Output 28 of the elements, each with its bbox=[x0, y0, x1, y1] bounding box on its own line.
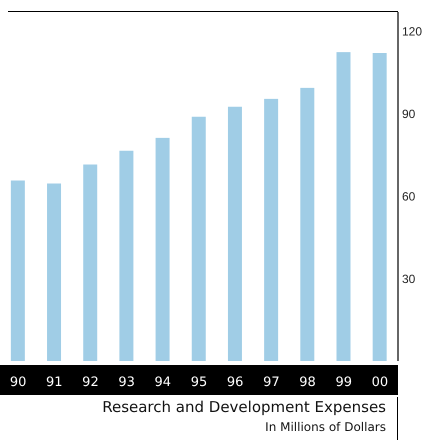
x-tick-label: 00 bbox=[372, 375, 388, 390]
bar bbox=[47, 183, 62, 361]
y-tick-label: 60 bbox=[402, 189, 416, 204]
x-tick-label: 92 bbox=[82, 375, 99, 390]
x-tick-label: 99 bbox=[335, 375, 352, 390]
bar bbox=[300, 88, 314, 361]
y-tick-label: 120 bbox=[402, 24, 422, 38]
y-tick-label: 30 bbox=[402, 272, 416, 286]
bar bbox=[192, 116, 206, 361]
bar bbox=[264, 98, 278, 361]
x-tick-label: 90 bbox=[10, 375, 26, 390]
y-tick-label: 90 bbox=[402, 106, 416, 121]
bar bbox=[156, 138, 170, 361]
bar bbox=[10, 180, 25, 361]
text: In Millions of Dollars bbox=[264, 420, 386, 434]
x-tick-label: 91 bbox=[46, 375, 63, 390]
bar bbox=[83, 164, 98, 361]
bar bbox=[228, 106, 242, 361]
x-tick-label: 97 bbox=[263, 375, 280, 390]
x-tick-label: 93 bbox=[118, 375, 135, 390]
x-tick-label: 95 bbox=[190, 375, 208, 390]
x-tick-label: 96 bbox=[226, 375, 244, 390]
bar bbox=[119, 150, 134, 361]
bar bbox=[336, 52, 350, 361]
x-tick-label: 94 bbox=[154, 375, 172, 390]
bar bbox=[372, 52, 387, 361]
x-tick-label: 98 bbox=[299, 375, 316, 390]
text: Research and Development Expenses bbox=[102, 398, 386, 416]
